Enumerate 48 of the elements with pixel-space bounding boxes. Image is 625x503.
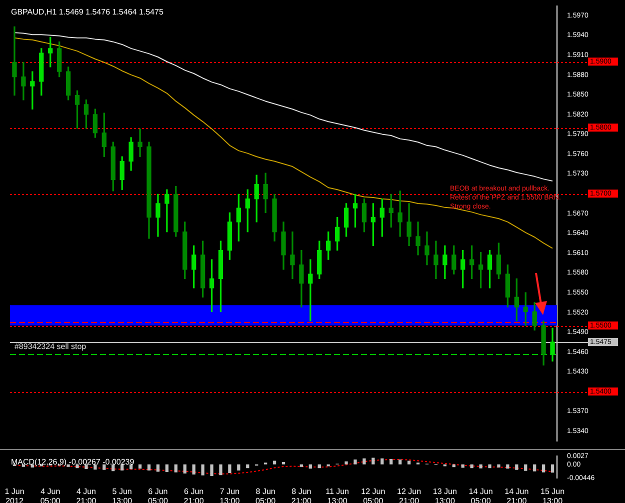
bar [112, 464, 115, 472]
bar [398, 460, 402, 464]
bar [550, 464, 554, 473]
bar [228, 464, 232, 473]
bar [129, 464, 133, 470]
bar [165, 464, 168, 472]
bar [488, 464, 492, 468]
bar [479, 464, 482, 468]
bar [533, 464, 536, 472]
chart-title: GBPAUD,H1 1.5469 1.5476 1.5464 1.5475 [11, 7, 164, 16]
bar [390, 458, 393, 464]
bar [147, 464, 151, 471]
bar [201, 464, 204, 476]
bar [174, 464, 178, 472]
bar [94, 464, 97, 470]
bar [461, 464, 464, 468]
chart-title: MACD(12,26,9) -0.00267 -0.00239 [11, 457, 135, 466]
bar [515, 464, 518, 470]
annotation: #89342324 sell stop [14, 342, 87, 352]
bar [470, 464, 474, 468]
bar [66, 464, 70, 467]
bar [272, 460, 276, 464]
bar [76, 464, 79, 468]
bar [362, 458, 366, 464]
bar [497, 464, 500, 468]
bar [183, 464, 186, 474]
bar [210, 464, 214, 476]
bar [542, 464, 546, 472]
bar [22, 464, 26, 467]
bar [156, 464, 160, 472]
bar [192, 464, 196, 474]
bar [282, 462, 286, 464]
bar [380, 458, 384, 464]
bar [524, 464, 528, 471]
bar [102, 464, 106, 470]
bar [318, 464, 321, 468]
bar [354, 460, 357, 464]
bar [344, 461, 348, 464]
bar [219, 464, 222, 476]
bar [300, 464, 304, 467]
line-series [14, 459, 554, 474]
bar [84, 464, 88, 469]
bar [407, 460, 411, 464]
bar [120, 464, 124, 471]
bar [372, 458, 375, 464]
bar [246, 464, 250, 468]
bar [237, 464, 240, 471]
bar [30, 464, 34, 468]
